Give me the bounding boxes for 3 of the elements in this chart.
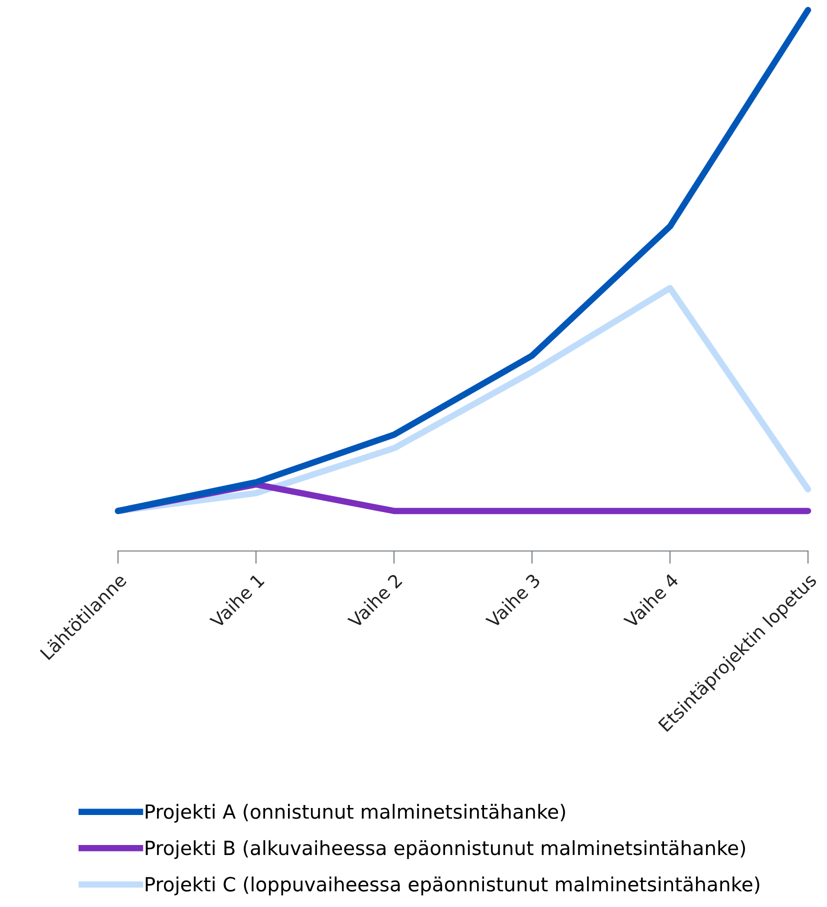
legend-label: Projekti C (loppuvaiheessa epäonnistunut malminetsintähanke) — [146, 876, 760, 896]
legend-label: Projekti B (alkuvaiheessa epäonnistunut malminetsintähanke) — [146, 840, 745, 860]
legend-label: Projekti A (onnistunut malminetsintähanke) — [146, 804, 566, 823]
